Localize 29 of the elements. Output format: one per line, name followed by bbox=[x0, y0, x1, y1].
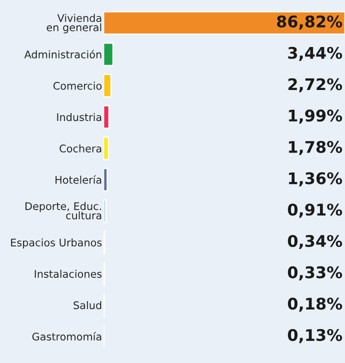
data-label: 0,13% bbox=[288, 328, 342, 344]
bar bbox=[104, 168, 108, 192]
data-label: 1,99% bbox=[288, 110, 342, 124]
y-tick-label: Gastromomía bbox=[32, 332, 102, 341]
data-label: 0,18% bbox=[288, 298, 342, 312]
data-label: 0,33% bbox=[288, 266, 342, 280]
bar bbox=[104, 136, 110, 160]
y-tick-label: Industria bbox=[57, 113, 102, 122]
data-label: 0,91% bbox=[288, 204, 342, 218]
data-label: 2,72% bbox=[288, 78, 342, 92]
bar bbox=[104, 105, 110, 129]
bar bbox=[104, 74, 112, 98]
data-label: 0,34% bbox=[288, 234, 342, 250]
y-tick-label: Salud bbox=[74, 301, 102, 310]
data-label: 1,78% bbox=[288, 140, 342, 156]
y-tick-label: Deporte, Educ. cultura bbox=[25, 202, 102, 220]
y-tick-label: Comercio bbox=[53, 82, 102, 90]
y-tick-label: Instalaciones bbox=[34, 270, 102, 278]
y-tick-label: Hotelería bbox=[56, 175, 102, 184]
bar bbox=[104, 42, 114, 66]
data-label: 86,82% bbox=[277, 15, 342, 30]
data-label: 3,44% bbox=[288, 46, 342, 61]
y-tick-label: Vivienda en general bbox=[46, 14, 102, 34]
y-tick-label: Administración bbox=[24, 50, 102, 58]
y-tick-label: Espacios Urbanos bbox=[11, 238, 102, 249]
bar bbox=[104, 199, 107, 224]
y-tick-label: Cochera bbox=[60, 144, 102, 152]
data-label: 1,36% bbox=[288, 172, 342, 186]
bar bbox=[104, 10, 345, 35]
